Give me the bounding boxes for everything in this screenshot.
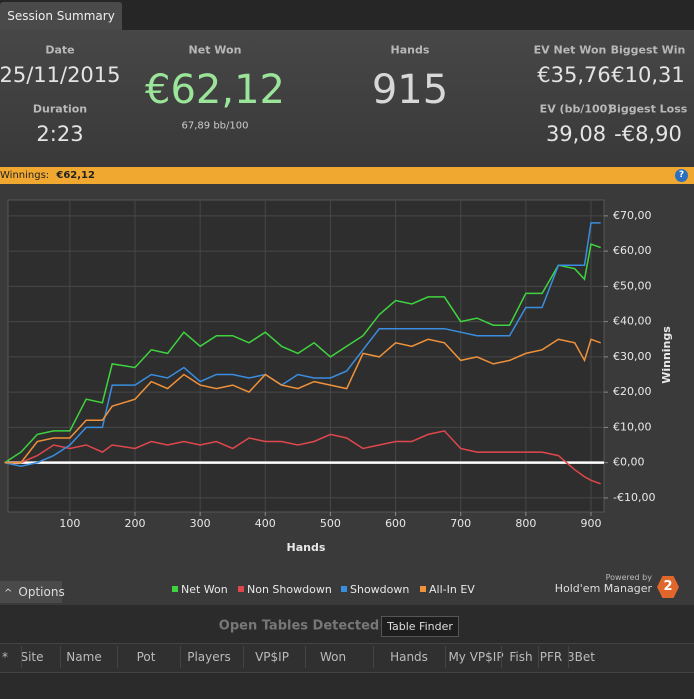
- legend-swatch: [341, 586, 347, 592]
- column-separator: [21, 646, 22, 668]
- options-label: Options: [18, 585, 65, 599]
- x-axis-label: Hands: [287, 541, 326, 554]
- duration: 2:23: [36, 122, 84, 146]
- column-separator: [501, 646, 502, 668]
- column-header[interactable]: Pot: [136, 650, 156, 664]
- legend-label: All-In EV: [429, 583, 475, 596]
- column-header[interactable]: VP$IP: [255, 650, 289, 664]
- column-separator: [538, 646, 539, 668]
- column-separator: [445, 646, 446, 668]
- column-separator: [305, 646, 306, 668]
- powered-by: Powered by: [605, 573, 652, 582]
- y-tick-label: €60,00: [613, 244, 652, 257]
- x-tick-label: 200: [125, 517, 146, 530]
- legend-label: Net Won: [181, 583, 228, 596]
- x-tick-label: 300: [190, 517, 211, 530]
- x-tick-label: 900: [580, 517, 601, 530]
- chart: -€10,00 €0,00 €10,00 €20,00 €30,00 €40,00 €50,…: [4, 199, 673, 596]
- brand-badge: 2: [657, 576, 679, 598]
- legend-swatch: [238, 586, 244, 592]
- column-header[interactable]: *: [2, 650, 8, 664]
- tab[interactable]: Session Summary: [0, 2, 122, 30]
- column-separator: [373, 646, 374, 668]
- legend-swatch: [420, 586, 426, 592]
- ev-net-won-label: EV Net Won: [533, 43, 607, 57]
- x-tick-label: 700: [450, 517, 471, 530]
- biggest-win: €10,31: [611, 63, 685, 87]
- net-won-label: Net Won: [188, 43, 242, 57]
- column-header[interactable]: Hands: [390, 650, 428, 664]
- biggest-loss-label: Biggest Loss: [608, 102, 688, 116]
- date: 25/11/2015: [0, 63, 121, 87]
- x-tick-label: 400: [255, 517, 276, 530]
- column-separator: [117, 646, 118, 668]
- net-won: €62,12: [145, 67, 285, 113]
- column-header[interactable]: Won: [319, 650, 347, 664]
- banner-label: Winnings:: [0, 170, 50, 181]
- y-tick-label: €40,00: [613, 315, 652, 328]
- hands: 915: [371, 67, 449, 113]
- x-tick-label: 100: [59, 517, 80, 530]
- date-label: Date: [45, 43, 75, 57]
- ev-bb-label: EV (bb/100): [539, 102, 613, 116]
- column-separator: [568, 646, 569, 668]
- series-line: [4, 430, 601, 485]
- y-tick-label: €30,00: [613, 350, 652, 363]
- options-arrow: ^: [4, 588, 13, 599]
- brand: Hold'em Manager: [554, 582, 652, 595]
- duration-label: Duration: [32, 102, 88, 116]
- x-tick-label: 800: [515, 517, 536, 530]
- plot-area: [7, 199, 605, 513]
- y-tick-label: €70,00: [613, 209, 652, 222]
- column-header[interactable]: My VP$IP: [448, 650, 504, 664]
- column-header[interactable]: PFR: [539, 650, 563, 664]
- legend-label: Showdown: [350, 583, 409, 596]
- y-axis-label: Winnings: [660, 326, 673, 384]
- open-tables-title: Open Tables Detected: [218, 618, 380, 634]
- legend-swatch: [172, 586, 178, 592]
- ev-net-won: €35,76: [537, 63, 611, 87]
- options-button[interactable]: ^ Options: [0, 581, 65, 603]
- hands-label: Hands: [390, 43, 430, 57]
- legend-label: Non Showdown: [247, 583, 332, 596]
- column-separator: [243, 646, 244, 668]
- table-header: [0, 643, 694, 673]
- column-header[interactable]: Name: [66, 650, 102, 664]
- ev-bb: 39,08: [545, 122, 607, 146]
- help-icon[interactable]: ?: [675, 169, 688, 182]
- biggest-loss: -€8,90: [614, 122, 682, 146]
- summary-panel: [0, 30, 694, 167]
- y-tick-label: €50,00: [613, 279, 652, 292]
- column-separator: [180, 646, 181, 668]
- y-tick-label: €10,00: [613, 420, 652, 433]
- column-header[interactable]: Players: [187, 650, 231, 664]
- series-line: [4, 338, 601, 464]
- column-header[interactable]: Site: [20, 650, 44, 664]
- column-header[interactable]: Fish: [509, 650, 533, 664]
- biggest-win-label: Biggest Win: [610, 43, 686, 57]
- y-tick-label: -€10,00: [613, 491, 655, 504]
- x-tick-label: 600: [385, 517, 406, 530]
- winnings-banner: Winnings: €62,12: [0, 167, 694, 184]
- series-line: [4, 222, 601, 467]
- table-finder-button[interactable]: Table Finder: [381, 616, 459, 637]
- series-line: [4, 243, 601, 464]
- x-tick-label: 500: [320, 517, 341, 530]
- y-tick-label: €0,00: [613, 456, 645, 469]
- banner-value: €62,12: [56, 170, 95, 181]
- bb-per-100: 67,89 bb/100: [181, 120, 249, 132]
- column-separator: [60, 646, 61, 668]
- y-tick-label: €20,00: [613, 385, 652, 398]
- column-header[interactable]: 3Bet: [567, 650, 595, 664]
